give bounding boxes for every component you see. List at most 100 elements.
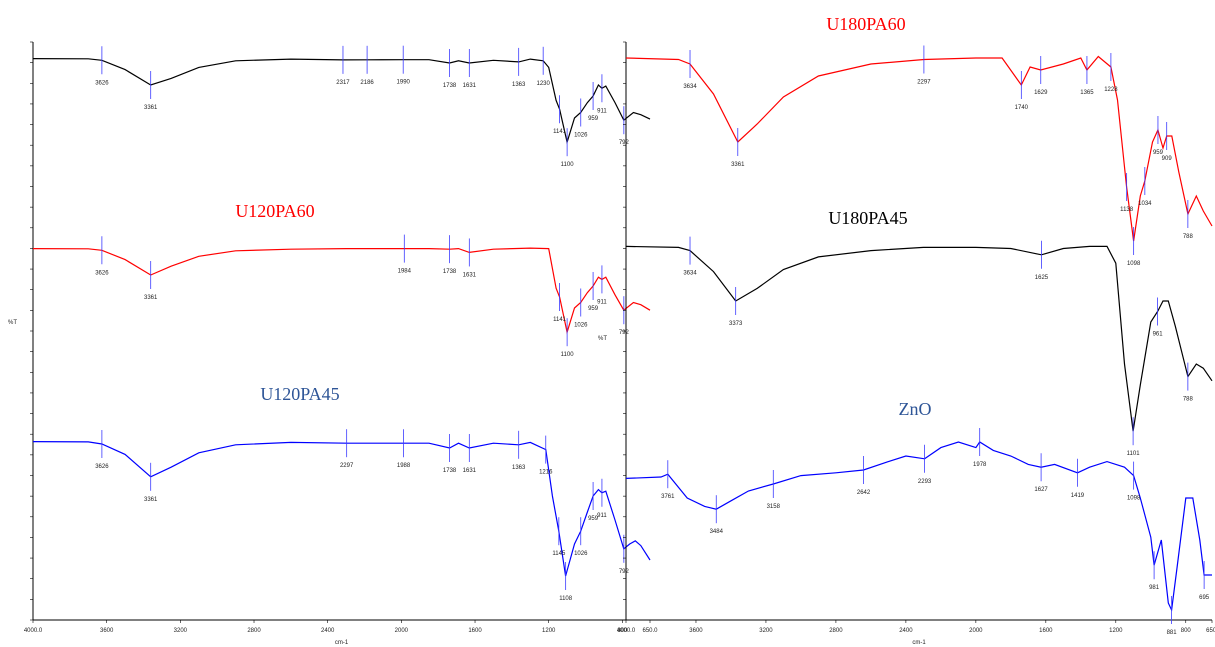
spectrum-line-u180pa45 — [625, 245, 1213, 432]
peak-label: 959 — [588, 306, 599, 312]
peak-label: 959 — [588, 516, 599, 522]
x-tick-label: 3600 — [689, 628, 703, 634]
peak-label: 3761 — [661, 494, 675, 500]
peak-label: 1990 — [397, 80, 411, 86]
peak-label: 1631 — [463, 83, 477, 89]
x-tick-label: 650. — [1206, 628, 1215, 634]
peak-label: 1230 — [536, 81, 550, 87]
peak-label: 3158 — [767, 504, 781, 510]
peak-label: 981 — [1149, 585, 1160, 591]
peak-label: 1988 — [397, 463, 411, 469]
x-tick-label: 650.0 — [642, 628, 658, 634]
peak-label: 1984 — [398, 269, 412, 275]
x-tick-label: 3600 — [100, 628, 114, 634]
peak-label: 3626 — [95, 270, 109, 276]
peak-label: 2297 — [340, 463, 354, 469]
spectrum-line-u120pa45 — [32, 441, 651, 577]
series-label-u120pa45: U120PA45 — [260, 384, 339, 404]
x-tick-label: 800 — [617, 628, 628, 634]
peak-label: 695 — [1199, 595, 1210, 601]
peak-label: 1228 — [1104, 87, 1118, 93]
peak-label: 3626 — [95, 464, 109, 470]
peak-label: 2293 — [918, 479, 932, 485]
x-tick-label: 4000.0 — [24, 628, 43, 634]
x-axis-title: cm-1 — [912, 640, 926, 646]
peak-label: 1141 — [553, 317, 567, 323]
series-label-u180pa45: U180PA45 — [828, 208, 907, 228]
peak-label: 2186 — [360, 80, 374, 86]
peak-label: 1738 — [443, 468, 457, 474]
peak-label: 1363 — [512, 465, 526, 471]
x-tick-label: 1600 — [1039, 628, 1053, 634]
x-tick-label: 1200 — [542, 628, 556, 634]
x-tick-label: 1600 — [468, 628, 482, 634]
peak-label: 1629 — [1034, 90, 1048, 96]
peak-label: 1026 — [574, 133, 588, 139]
peak-label: 1978 — [973, 462, 987, 468]
series-label-u120pa60: U120PA60 — [235, 201, 314, 221]
peak-label: 3361 — [144, 295, 158, 301]
x-tick-label: 2400 — [899, 628, 913, 634]
x-tick-label: 2800 — [829, 628, 843, 634]
peak-label: 1098 — [1127, 496, 1141, 502]
peak-label: 1365 — [1080, 90, 1094, 96]
peak-label: 792 — [619, 569, 630, 575]
peak-label: 1419 — [1071, 493, 1085, 499]
x-tick-label: 1200 — [1109, 628, 1123, 634]
peak-label: 911 — [597, 513, 607, 519]
x-tick-label: 3200 — [759, 628, 773, 634]
x-axis-title: cm-1 — [335, 640, 349, 646]
peak-label: 1631 — [463, 468, 477, 474]
peak-label: 3361 — [144, 105, 158, 111]
peak-label: 788 — [1183, 397, 1194, 403]
peak-label: 959 — [588, 116, 599, 122]
peak-label: 961 — [1153, 332, 1164, 338]
x-tick-label: 4000.0 — [617, 628, 636, 634]
spectrum-line-series-1 — [32, 58, 651, 145]
x-tick-label: 3200 — [174, 628, 188, 634]
spectrum-line-u120pa60 — [32, 247, 651, 335]
x-tick-label: 2800 — [247, 628, 261, 634]
peak-label: 881 — [1167, 630, 1178, 636]
x-tick-label: 2400 — [321, 628, 335, 634]
y-axis-title: %T — [8, 320, 17, 326]
peak-label: 1740 — [1015, 105, 1029, 111]
peak-label: 1026 — [574, 551, 588, 557]
series-label-u180pa60: U180PA60 — [826, 14, 905, 34]
peak-label: 959 — [1153, 150, 1164, 156]
peak-label: 2297 — [917, 80, 931, 86]
peak-label: 911 — [597, 299, 607, 305]
spectrum-line-zno — [625, 441, 1212, 613]
peak-label: 788 — [1183, 234, 1194, 240]
peak-label: 1216 — [539, 470, 553, 476]
peak-label: 909 — [1162, 156, 1173, 162]
peak-label: 1138 — [1120, 207, 1134, 213]
peak-label: 1738 — [443, 83, 457, 89]
series-label-zno: ZnO — [899, 399, 932, 419]
peak-label: 3626 — [95, 80, 109, 86]
x-tick-label: 800 — [1181, 628, 1192, 634]
peak-label: 911 — [597, 108, 607, 114]
peak-label: 2317 — [336, 80, 350, 86]
peak-label: 3373 — [729, 321, 743, 327]
peak-label: 3484 — [710, 529, 724, 535]
y-axis-title: %T — [598, 336, 607, 342]
peak-label: 1108 — [559, 596, 573, 602]
peak-label: 1100 — [561, 352, 575, 358]
peak-label: 2642 — [857, 490, 871, 496]
peak-label: 1098 — [1127, 261, 1141, 267]
peak-label: 1627 — [1034, 487, 1048, 493]
peak-label: 1100 — [561, 162, 575, 168]
peak-label: 1034 — [1138, 201, 1152, 207]
peak-label: 1738 — [443, 269, 457, 275]
peak-label: 3361 — [144, 497, 158, 503]
peak-label: 3361 — [731, 162, 745, 168]
peak-label: 1141 — [553, 129, 567, 135]
peak-label: 1145 — [552, 551, 566, 557]
peak-label: 792 — [619, 140, 630, 146]
peak-label: 1631 — [463, 272, 477, 278]
peak-label: 1101 — [1127, 451, 1141, 457]
peak-label: 1026 — [574, 323, 588, 329]
peak-label: 1363 — [512, 82, 526, 88]
